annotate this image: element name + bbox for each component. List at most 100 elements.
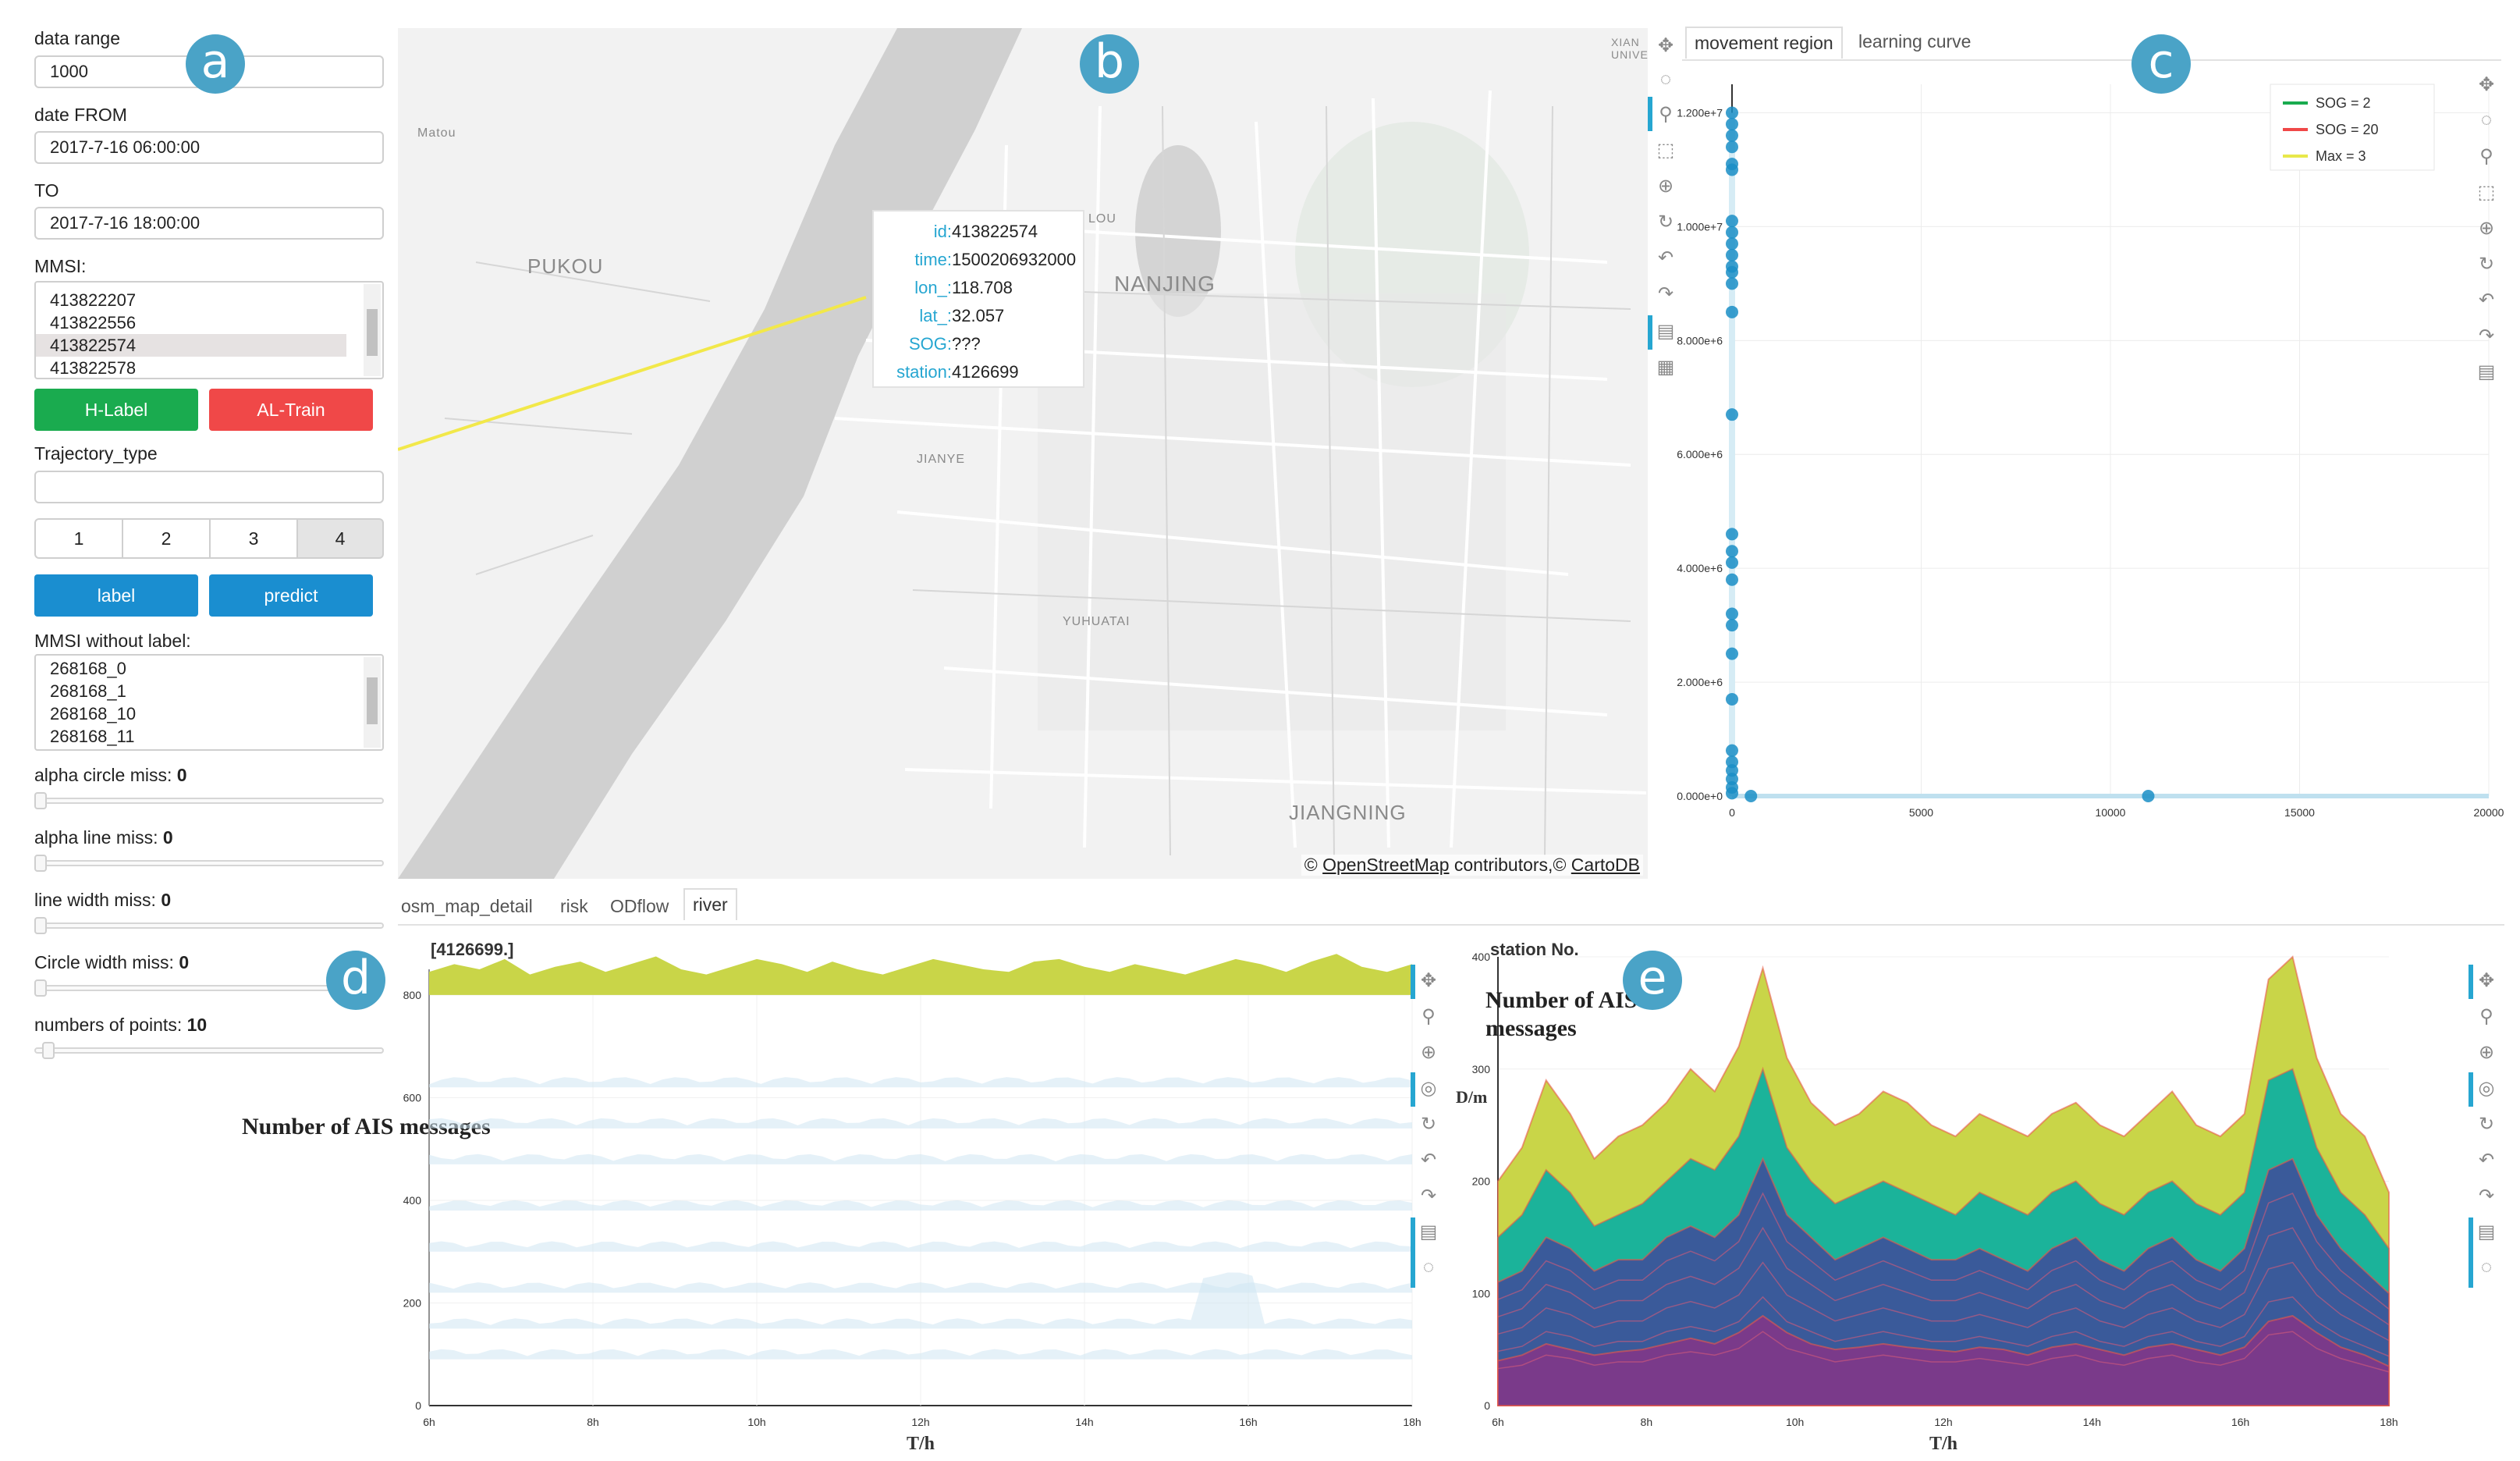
list-item[interactable]: 413822578 [50,358,137,378]
hover-icon[interactable]: ◎ [1420,1078,1437,1099]
label-button[interactable]: label [34,574,198,617]
hover-icon[interactable]: ◎ [2478,1078,2495,1099]
zoom-icon[interactable]: ⊕ [1657,176,1674,197]
wheel-zoom-icon[interactable]: ⚲ [1421,1006,1436,1027]
trajectory-type-input[interactable] [34,471,384,503]
slider-handle[interactable] [34,792,47,809]
x-axis-label: T/h [1929,1434,1957,1454]
save-icon[interactable]: ▤ [1656,321,1675,342]
scroll-thumb[interactable] [367,309,378,356]
active-tool-indicator [1648,97,1652,131]
osm-link[interactable]: OpenStreetMap [1322,855,1450,875]
slider-handle[interactable] [34,979,47,997]
reset-icon[interactable]: ↻ [1420,1114,1437,1135]
scroll-thumb[interactable] [367,677,378,724]
segment-4[interactable]: 4 [296,518,384,559]
help-icon[interactable]: ◌ [2480,1257,2493,1278]
zoom-icon[interactable]: ⊕ [1420,1042,1437,1063]
stream-line [1497,1331,2390,1373]
box-select-icon[interactable]: ⬚ [2477,182,2496,203]
tab-learning-curve[interactable]: learning curve [1858,31,1972,52]
undo-icon[interactable]: ↶ [1657,247,1674,268]
stream-line [1497,1192,2390,1310]
undo-icon[interactable]: ↶ [1420,1150,1437,1171]
mmsi-scrollbar[interactable] [364,284,381,376]
map-view[interactable]: PUKOU NANJING JIANGNING Matou LOU YUHUAT… [398,28,1648,879]
pan-icon[interactable]: ✥ [1657,35,1674,56]
slider-handle[interactable] [42,1042,55,1059]
segment-2[interactable]: 2 [122,518,211,559]
reset-icon[interactable]: ↻ [1657,212,1674,233]
hover-icon[interactable]: ▦ [1656,357,1675,378]
alpha-circle-miss-slider[interactable] [34,792,384,809]
pan-icon[interactable]: ✥ [1420,970,1437,991]
data-range-label: data range [34,28,120,48]
redo-icon[interactable]: ↷ [1420,1186,1437,1207]
legend-label: SOG = 2 [2316,95,2371,111]
wheel-zoom-icon[interactable]: ⚲ [2479,1006,2493,1027]
mmsi-listbox[interactable]: 413822207 413822556 413822574 413822578 [34,281,384,379]
wheel-zoom-icon[interactable]: ⚲ [1659,104,1673,125]
wheel-zoom-icon[interactable]: ⚲ [2479,146,2493,167]
badge-a: a [186,34,245,94]
tab-river[interactable]: river [683,888,737,920]
box-select-icon[interactable]: ⬚ [1656,140,1675,161]
al-train-button[interactable]: AL-Train [209,389,373,431]
save-icon[interactable]: ▤ [2477,1221,2496,1242]
zoom-icon[interactable]: ⊕ [2478,1042,2495,1063]
list-item[interactable]: 413822574 [36,334,346,357]
slider-handle[interactable] [34,855,47,872]
zoom-icon[interactable]: ⊕ [2478,218,2495,239]
tab-odflow[interactable]: ODflow [610,896,669,916]
pan-icon[interactable]: ✥ [2478,970,2495,991]
redo-icon[interactable]: ↷ [1657,283,1674,304]
x-tick-label: 15000 [2284,806,2315,819]
list-item[interactable]: 268168_0 [50,659,126,678]
h-label-button[interactable]: H-Label [34,389,198,431]
list-item[interactable]: 268168_10 [50,704,137,723]
slider-handle[interactable] [34,917,47,934]
save-icon[interactable]: ▤ [1419,1221,1438,1242]
scatter-chart[interactable]: 0.000e+0 2.000e+6 4.000e+6 6.000e+6 8.000e+6… [1654,69,2520,896]
map-label-jiangning: JIANGNING [1289,801,1407,824]
redo-icon[interactable]: ↷ [2478,325,2495,347]
date-to-input[interactable]: 2017-7-16 18:00:00 [34,207,384,240]
alpha-line-miss-slider[interactable] [34,855,384,872]
redo-icon[interactable]: ↷ [2478,1186,2495,1207]
river-chart-d[interactable]: [4126699.] 0 200 400 600 800 6h 8h 10h 12h 14h 16h 1… [398,933,1428,1461]
date-from-input[interactable]: 2017-7-16 06:00:00 [34,131,384,164]
line-width-miss-slider[interactable] [34,917,384,934]
scatter-point [1726,556,1738,569]
list-item[interactable]: 413822207 [50,290,137,310]
undo-icon[interactable]: ↶ [2478,290,2495,311]
pan-icon[interactable]: ✥ [2478,74,2495,95]
tab-movement-region[interactable]: movement region [1685,27,1843,59]
cartodb-link[interactable]: CartoDB [1571,855,1640,875]
numbers-of-points-slider[interactable] [34,1042,384,1059]
y-tick-label: 300 [1472,1063,1491,1075]
list-item[interactable]: 268168_11 [50,727,135,746]
mmsi-without-label-listbox[interactable]: 268168_0 268168_1 268168_10 268168_11 [34,654,384,751]
tab-risk[interactable]: risk [560,896,588,916]
scatter-point [1726,248,1738,261]
scatter-point [1744,790,1758,802]
list-item[interactable]: 268168_1 [50,681,126,701]
undo-icon[interactable]: ↶ [2478,1150,2495,1171]
lasso-icon[interactable]: ◌ [2480,109,2493,130]
scatter-point [1726,129,1738,142]
reset-icon[interactable]: ↻ [2478,254,2495,275]
help-icon[interactable]: ◌ [1422,1257,1435,1278]
tab-osm-map-detail[interactable]: osm_map_detail [401,896,533,916]
y-tick-label: 800 [403,989,422,1001]
lasso-icon[interactable]: ◌ [1659,69,1672,90]
reset-icon[interactable]: ↻ [2478,1114,2495,1135]
trajectory-line[interactable] [398,296,867,451]
list-item[interactable]: 413822556 [50,313,137,332]
mmsi-unlabeled-scrollbar[interactable] [364,657,381,748]
segment-1[interactable]: 1 [34,518,123,559]
predict-button[interactable]: predict [209,574,373,617]
x-tick-label: 6h [423,1416,435,1428]
stacked-chart-e[interactable]: station No. 0 100 200 300 400 6h 8h 10h 12h 14h 16h… [1451,933,2481,1461]
segment-3[interactable]: 3 [209,518,298,559]
save-icon[interactable]: ▤ [2477,361,2496,382]
